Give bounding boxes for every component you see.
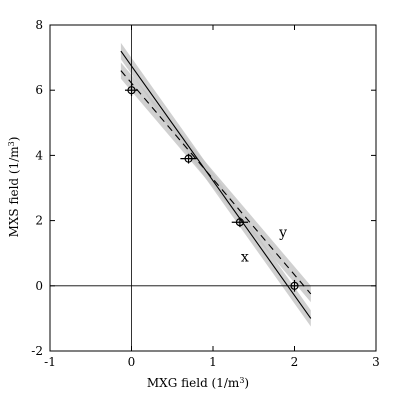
x-axis-title: MXG field (1/m3) [147,376,249,391]
fit-lines [120,50,312,319]
data-point-3 [290,279,299,292]
point-marker [290,281,299,290]
tick-labels: -1 0 1 2 3 -2 0 2 4 6 8 [31,18,380,369]
x-tick-label: 1 [209,355,217,369]
x-tick-label: 0 [128,355,136,369]
series-labels: xy [241,225,287,265]
zero-lines [50,25,376,351]
data-point-0 [124,84,139,97]
y-tick-label: 4 [35,148,43,162]
x-tick-label: 3 [372,355,380,369]
y-tick-label: -2 [31,344,43,358]
fit-line-x [120,50,312,319]
series-label-y: y [278,225,287,241]
y-tick-label: 6 [35,83,43,97]
point-marker [235,218,244,227]
data-point-1 [180,153,197,164]
x-tick-label: 2 [291,355,299,369]
point-marker [127,86,136,95]
y-tick-label: 0 [35,279,43,293]
axis-ticks [49,24,377,352]
series-label-x: x [241,249,249,265]
y-axis-title: MXS field (1/m3) [7,137,22,238]
point-marker [184,154,193,163]
fit-line-y [120,70,312,295]
data-points [124,84,299,292]
y-tick-label: 8 [35,18,43,32]
x-tick-label: -1 [44,355,56,369]
data-point-2 [231,217,249,228]
y-tick-label: 2 [35,214,43,228]
